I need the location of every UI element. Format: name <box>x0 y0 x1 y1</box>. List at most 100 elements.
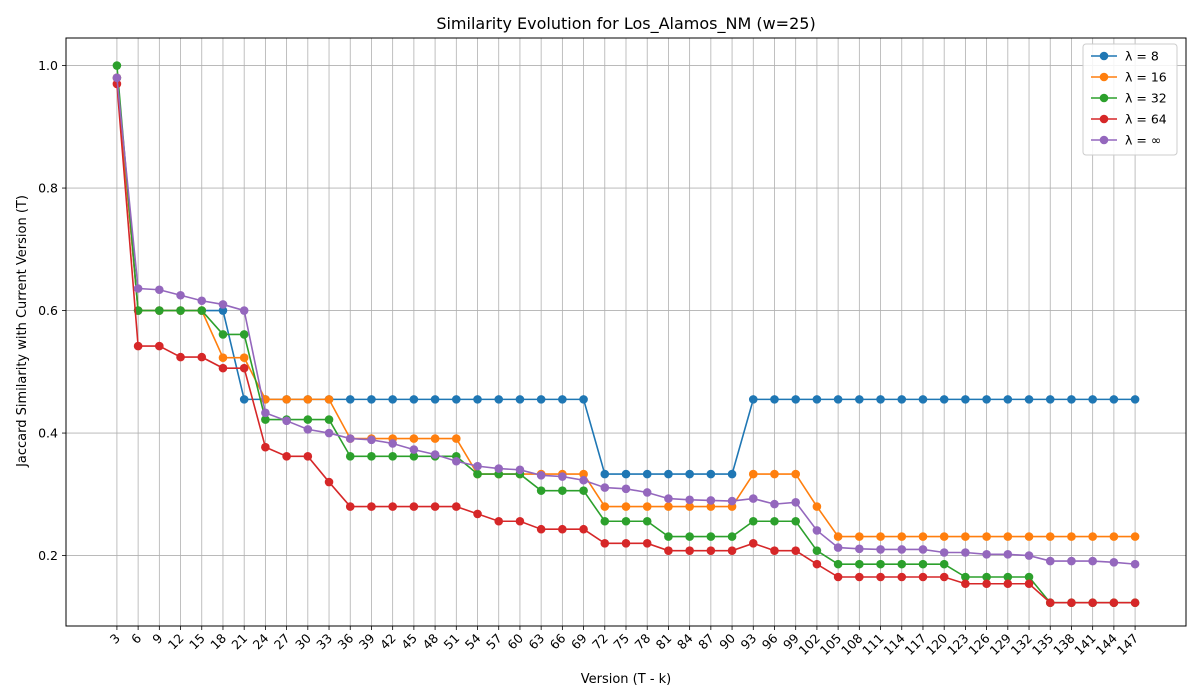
data-point <box>218 353 228 363</box>
data-point <box>239 395 249 404</box>
data-point <box>558 524 567 534</box>
data-point <box>303 452 313 461</box>
data-point <box>452 434 461 443</box>
data-point <box>367 452 376 461</box>
data-point <box>176 290 185 300</box>
data-point <box>303 425 313 434</box>
data-point <box>1003 395 1013 404</box>
data-point <box>664 502 673 511</box>
data-point <box>748 516 758 526</box>
data-point <box>197 352 207 362</box>
data-point <box>812 526 822 535</box>
data-point <box>685 469 694 479</box>
data-point <box>1088 532 1097 541</box>
data-point <box>876 545 885 554</box>
data-point <box>642 539 652 548</box>
legend-entry: λ = 16 <box>1091 70 1167 85</box>
data-point <box>239 353 249 363</box>
data-point <box>1130 395 1140 404</box>
legend-marker <box>1099 72 1109 82</box>
data-point <box>600 483 610 492</box>
data-point <box>324 415 334 424</box>
data-point <box>664 532 673 541</box>
data-point <box>282 452 291 461</box>
data-point <box>1067 598 1076 608</box>
data-point <box>579 486 588 495</box>
data-point <box>430 502 440 511</box>
data-point <box>918 532 928 541</box>
data-point <box>261 408 270 418</box>
data-point <box>876 532 885 541</box>
data-point <box>770 395 779 404</box>
data-point <box>133 341 143 351</box>
data-point <box>409 502 419 511</box>
data-point <box>939 548 949 557</box>
data-point <box>855 544 864 554</box>
data-point <box>494 395 504 404</box>
data-point <box>791 395 800 404</box>
data-point <box>727 546 737 555</box>
data-point <box>261 415 270 424</box>
data-point <box>600 469 610 479</box>
data-point <box>812 559 822 569</box>
data-point <box>197 296 207 306</box>
data-point <box>579 395 588 404</box>
data-point <box>303 395 313 404</box>
data-point <box>515 395 525 404</box>
legend-marker <box>1099 114 1109 124</box>
data-point <box>1045 598 1055 608</box>
data-point <box>982 579 991 589</box>
data-point <box>791 469 800 479</box>
data-point <box>1067 532 1076 541</box>
data-point <box>685 546 694 555</box>
data-point <box>685 532 694 541</box>
legend-entry: λ = 8 <box>1091 49 1159 64</box>
data-point <box>536 524 546 534</box>
data-point <box>897 559 907 569</box>
data-point <box>1045 532 1055 541</box>
legend-entry: λ = ∞ <box>1091 133 1161 148</box>
data-point <box>579 524 588 534</box>
legend-label: λ = 32 <box>1125 91 1167 106</box>
legend-entry: λ = 32 <box>1091 91 1167 106</box>
data-point <box>1088 395 1097 404</box>
data-point <box>324 477 334 487</box>
data-point <box>642 516 652 526</box>
y-tick-label: 1.0 <box>38 58 58 73</box>
data-point <box>961 579 970 589</box>
data-point <box>621 469 631 479</box>
data-point <box>1003 572 1013 582</box>
data-point <box>1130 532 1140 541</box>
data-point <box>388 502 397 511</box>
data-point <box>876 572 885 582</box>
data-point <box>961 532 970 541</box>
data-point <box>939 572 949 582</box>
data-point <box>770 469 779 479</box>
legend-marker <box>1099 51 1109 61</box>
data-point <box>1024 579 1034 589</box>
data-point <box>982 395 991 404</box>
data-point <box>791 516 800 526</box>
data-point <box>833 572 843 582</box>
data-point <box>982 550 991 559</box>
data-point <box>218 363 228 373</box>
data-point <box>642 502 652 511</box>
data-point <box>833 532 843 541</box>
data-point <box>748 395 758 404</box>
data-point <box>239 363 249 373</box>
y-axis: 0.2 0.4 0.6 0.8 1.0 <box>38 58 66 563</box>
y-tick-label: 0.8 <box>38 181 58 196</box>
legend-marker <box>1099 135 1109 145</box>
data-point <box>727 469 737 479</box>
data-point <box>1109 558 1119 567</box>
data-point <box>1088 556 1097 566</box>
series-λ = ∞ <box>112 73 1140 569</box>
data-point <box>600 502 610 511</box>
data-point <box>748 539 758 548</box>
data-point <box>452 456 461 466</box>
legend-entry: λ = 64 <box>1091 112 1167 127</box>
y-tick-label: 0.4 <box>38 426 58 441</box>
data-point <box>855 532 864 541</box>
legend-label: λ = 8 <box>1125 49 1159 64</box>
